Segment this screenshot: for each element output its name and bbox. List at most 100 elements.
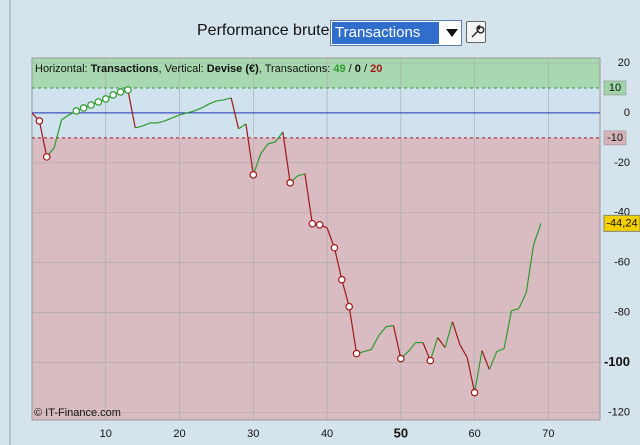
equity-segment — [488, 351, 498, 370]
info-part: , Transactions: — [259, 63, 334, 75]
x-tick-label: 10 — [100, 428, 112, 440]
equity-segment — [208, 100, 217, 105]
equity-segment — [481, 350, 490, 370]
equity-segment — [201, 103, 210, 109]
trade-marker — [72, 107, 81, 115]
equity-segment — [238, 123, 247, 130]
info-part: Horizontal: — [35, 63, 91, 75]
trade-marker — [35, 117, 44, 125]
x-tick-label: 30 — [247, 428, 259, 440]
equity-segment — [444, 321, 454, 348]
y-tick-label: 0 — [624, 107, 630, 119]
x-tick-label: 50 — [394, 425, 408, 440]
equity-segment — [267, 141, 276, 145]
equity-segment — [304, 173, 313, 224]
info-part: Devise (€) — [207, 63, 259, 75]
equity-segment — [451, 321, 461, 345]
trade-marker — [42, 153, 51, 161]
trade-marker — [87, 101, 95, 109]
y-tick-label: -80 — [614, 307, 630, 319]
equity-segment — [525, 244, 535, 293]
mode-select[interactable]: Transactions — [330, 20, 462, 46]
equity-segment — [179, 112, 188, 116]
threshold-box — [603, 80, 627, 96]
equity-segment — [333, 247, 343, 280]
info-part: 20 — [370, 63, 382, 75]
equity-segment — [474, 350, 483, 393]
equity-segment — [274, 131, 284, 143]
threshold-box — [603, 130, 627, 146]
equity-segment — [511, 308, 520, 312]
equity-segment — [378, 326, 387, 336]
info-part: / — [346, 63, 355, 75]
equity-segment — [496, 348, 505, 353]
equity-segment — [127, 89, 136, 129]
equity-segment — [186, 110, 195, 114]
threshold-label: 10 — [609, 82, 621, 94]
lower-zone — [32, 137, 600, 420]
x-tick-label: 20 — [173, 428, 185, 440]
info-part: 0 — [355, 63, 361, 75]
info-part: , Vertical: — [159, 63, 207, 75]
wrench-icon — [471, 24, 485, 38]
trade-marker — [338, 275, 346, 284]
equity-segment — [437, 337, 446, 348]
trade-marker — [79, 104, 88, 112]
equity-segment — [53, 119, 63, 149]
equity-segment — [260, 143, 269, 155]
equity-segment — [216, 99, 224, 102]
trade-marker — [286, 179, 294, 187]
x-tick-label: 70 — [542, 428, 554, 440]
trade-marker — [470, 388, 479, 397]
x-tick-label: 40 — [321, 428, 333, 440]
info-text: Horizontal: Transactions, Vertical: Devi… — [35, 63, 382, 75]
equity-segment — [142, 122, 151, 127]
threshold-label: -10 — [607, 132, 623, 144]
equity-segment — [171, 114, 180, 119]
settings-button[interactable] — [466, 21, 486, 43]
trade-marker — [116, 88, 125, 96]
equity-segment — [230, 97, 240, 130]
trade-marker — [426, 356, 435, 365]
select-value: Transactions — [332, 22, 439, 44]
equity-segment — [533, 223, 542, 245]
last-value-label: -44,24 — [606, 217, 637, 229]
info-part: 49 — [333, 63, 345, 75]
select-arrow[interactable] — [446, 29, 458, 37]
equity-segment — [223, 97, 232, 101]
y-tick-label: -120 — [608, 406, 630, 418]
info-part: Transactions — [91, 63, 159, 75]
equity-segment — [348, 306, 358, 354]
equity-segment — [407, 342, 417, 352]
equity-segment — [429, 337, 439, 361]
equity-segment — [518, 292, 527, 309]
trade-marker — [315, 220, 324, 229]
info-part: / — [361, 63, 370, 75]
equity-segment — [245, 123, 254, 175]
equity-segment — [61, 114, 70, 121]
trade-marker — [352, 349, 361, 358]
equity-segment — [392, 325, 402, 359]
equity-segment — [363, 349, 372, 353]
equity-segment — [341, 279, 350, 307]
trade-marker — [345, 302, 353, 311]
equity-segment — [135, 125, 143, 129]
footer: © IT-Finance.com — [34, 407, 121, 419]
y-tick-label: 20 — [618, 57, 630, 69]
trade-marker — [330, 243, 339, 252]
trade-marker — [124, 86, 132, 94]
trade-marker — [101, 95, 110, 103]
plot-frame — [31, 57, 601, 421]
equity-segment — [503, 310, 513, 349]
equity-segment — [157, 120, 165, 124]
equity-segment — [370, 335, 380, 350]
equity-segment — [164, 117, 173, 122]
equity-segment — [297, 173, 306, 177]
equity-segment — [385, 325, 394, 328]
y-tick-label: -20 — [614, 157, 630, 169]
equity-segment — [459, 344, 468, 358]
x-tick-label: 60 — [468, 428, 480, 440]
trade-marker — [249, 171, 258, 179]
